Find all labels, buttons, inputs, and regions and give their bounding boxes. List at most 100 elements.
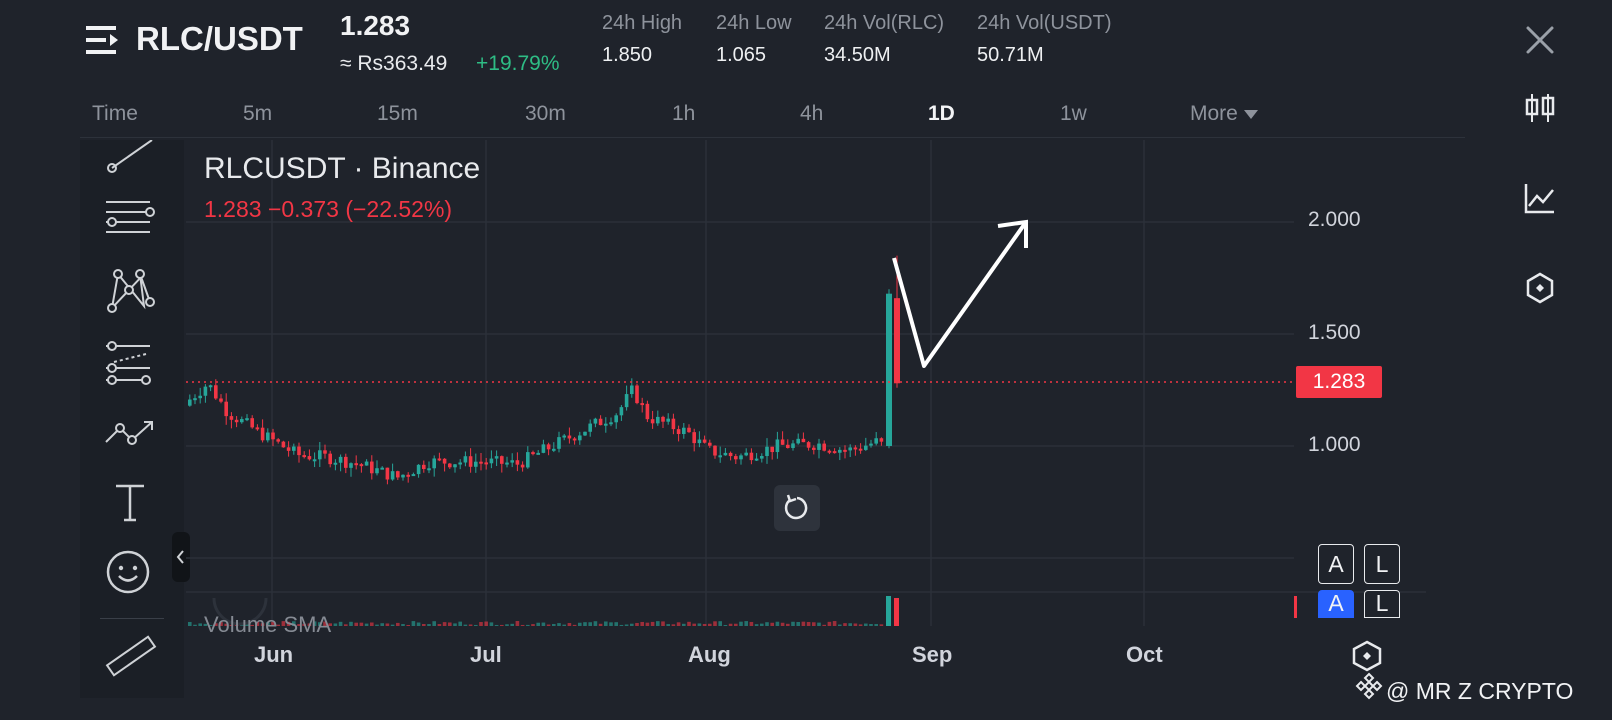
volume-bar [676, 622, 681, 626]
volume-auto-scale-button[interactable]: A [1318, 590, 1354, 618]
volume-bar [526, 624, 530, 626]
menu-icon[interactable] [86, 24, 120, 56]
volume-bar [671, 624, 676, 626]
candle [806, 441, 811, 451]
volume-bar [297, 624, 301, 626]
volume-bar [224, 623, 228, 626]
interval-bar: Time 5m 15m 30m 1h 4h 1D 1w More [80, 96, 1465, 138]
settings-hexagon-icon[interactable] [1350, 640, 1384, 672]
more-label: More [1190, 102, 1238, 125]
candle [338, 454, 343, 472]
candle [333, 459, 338, 471]
volume-bar [822, 624, 826, 626]
drawing-toolbar [80, 139, 184, 698]
volume-bar [770, 622, 774, 626]
candle [188, 394, 192, 407]
candle [526, 446, 530, 469]
tab-30m[interactable]: 30m [525, 102, 566, 125]
indicator-chart-icon[interactable] [1520, 178, 1560, 218]
candle [692, 428, 696, 452]
candle [203, 384, 208, 403]
tab-5m[interactable]: 5m [243, 102, 273, 125]
auto-scale-button[interactable]: A [1318, 544, 1354, 584]
path-tool-icon[interactable] [100, 402, 164, 458]
fiat-price: ≈ Rs363.49 [340, 52, 448, 75]
prediction-tool-icon[interactable] [100, 334, 164, 390]
candle [886, 289, 892, 449]
volume-bar [635, 622, 639, 626]
volume-bar [791, 621, 795, 626]
volume-bar [879, 624, 884, 626]
tab-more[interactable]: More [1190, 102, 1258, 126]
volume-bar [619, 624, 624, 626]
volume-bar [583, 622, 587, 626]
chart-canvas[interactable] [186, 140, 1466, 700]
candle [344, 453, 348, 474]
trendline-tool-icon[interactable] [100, 139, 164, 196]
toolbar-collapse-handle[interactable] [172, 532, 190, 582]
emoji-tool-icon[interactable] [100, 544, 164, 600]
stat-label: 24h High [602, 12, 683, 34]
fib-retracement-tool-icon[interactable] [100, 192, 164, 248]
volume-bar [349, 621, 353, 626]
candle [349, 462, 353, 477]
volume-bar [520, 624, 525, 626]
candlestick-icon[interactable] [1520, 88, 1560, 128]
binance-logo-icon [1352, 670, 1386, 704]
reset-chart-button[interactable] [774, 485, 820, 531]
candle [583, 431, 587, 437]
candle [572, 437, 577, 445]
candle [385, 467, 390, 485]
ruler-tool-icon[interactable] [100, 628, 164, 684]
candle [645, 400, 650, 423]
tab-1d[interactable]: 1D [928, 102, 955, 125]
tab-time[interactable]: Time [92, 102, 138, 125]
candle [463, 451, 468, 467]
volume-bar [442, 622, 447, 626]
candle [307, 449, 312, 461]
text-tool-icon[interactable] [100, 474, 164, 530]
close-icon[interactable] [1522, 22, 1558, 58]
pair-title[interactable]: RLC/USDT [136, 20, 303, 57]
price-chart[interactable]: RLCUSDT · Binance 1.283 −0.373 (−22.52%)… [186, 140, 1466, 700]
tab-4h[interactable]: 4h [800, 102, 824, 125]
candle [411, 472, 416, 477]
volume-bar [682, 623, 686, 626]
candle [656, 410, 660, 426]
candle [894, 255, 900, 388]
candlestick-series [188, 255, 900, 485]
volume-bar [858, 624, 863, 626]
tab-1w[interactable]: 1w [1060, 102, 1087, 125]
stat-label: 24h Vol(RLC) [824, 12, 945, 34]
tab-1h[interactable]: 1h [672, 102, 696, 125]
candle [739, 453, 743, 465]
volume-bar [546, 624, 551, 626]
candle [359, 463, 364, 473]
volume-log-scale-button[interactable]: L [1364, 590, 1400, 618]
caret-down-icon [1243, 109, 1258, 119]
candle [848, 444, 852, 458]
candle [541, 439, 546, 454]
volume-bar [806, 622, 811, 626]
candle [624, 385, 629, 411]
volume-bar [593, 621, 598, 626]
settings-hexagon-icon[interactable] [1520, 268, 1560, 308]
volume-bar [260, 623, 265, 626]
volume-sma-label: Volume SMA [204, 612, 332, 637]
tab-15m[interactable]: 15m [377, 102, 418, 125]
pattern-tool-icon[interactable] [100, 262, 164, 318]
candle [775, 431, 780, 459]
candle [266, 428, 270, 443]
candle [500, 455, 504, 473]
log-scale-button[interactable]: L [1364, 544, 1400, 584]
candle [390, 463, 395, 481]
volume-bar [645, 622, 650, 626]
candle [812, 445, 816, 455]
volume-bar [380, 623, 384, 626]
volume-bar [656, 621, 660, 626]
volume-bar [734, 623, 738, 626]
grid-lines [186, 140, 1426, 626]
volume-bar [468, 624, 473, 626]
volume-bar [422, 624, 426, 626]
volume-bar [489, 622, 494, 626]
